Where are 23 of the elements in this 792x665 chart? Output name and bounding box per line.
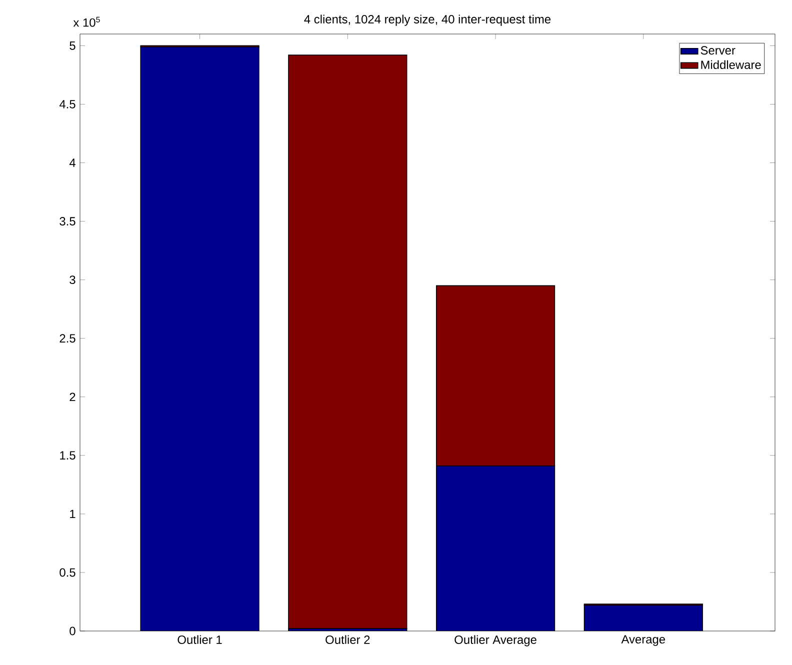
bar <box>140 46 259 631</box>
y-tick-label: 4 <box>69 158 76 167</box>
chart-title: 4 clients, 1024 reply size, 40 inter-request time <box>304 14 551 26</box>
bar <box>584 604 703 631</box>
text: x 10$^{5}$ <box>73 16 100 27</box>
y-tick-label: 2 <box>70 392 76 402</box>
y-tick-label: 2.5 <box>60 334 76 343</box>
y-tick-label: 1.5 <box>60 451 76 460</box>
x-tick-label: Outlier Average <box>454 635 536 646</box>
legend-label: Middleware <box>701 60 761 70</box>
x-tick-label: Average <box>621 635 666 646</box>
y-tick-label: 5 <box>70 42 76 50</box>
y-tick-label: 4.5 <box>59 100 76 108</box>
bar <box>436 285 556 466</box>
y-tick-label: 1 <box>70 510 76 518</box>
x-tick-label: Outlier 2 <box>326 635 370 644</box>
legend-label: Server <box>700 46 736 55</box>
y-tick-label: 0.5 <box>60 568 76 577</box>
y-tick-label: 3.5 <box>60 217 76 226</box>
bar <box>436 466 555 631</box>
y-tick-label: 3 <box>70 276 76 284</box>
x-tick-label: Outlier 1 <box>178 635 222 644</box>
y-tick-label: 0 <box>70 626 76 636</box>
